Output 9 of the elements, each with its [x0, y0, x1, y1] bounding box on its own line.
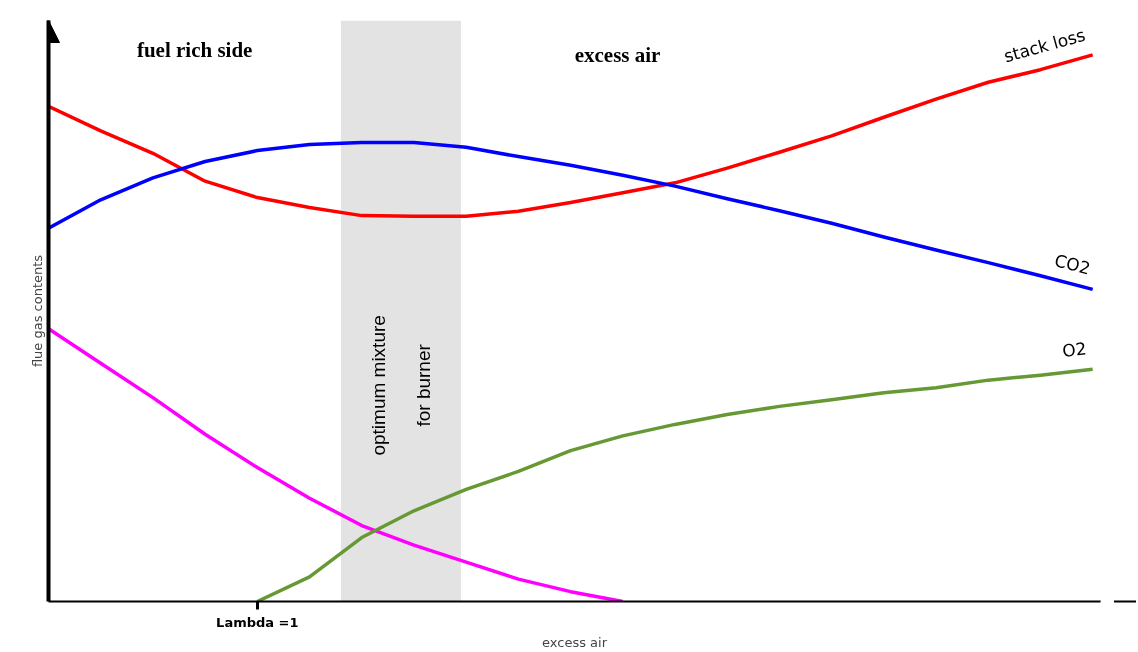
text: Lambda =1 — [216, 614, 299, 630]
text: optimum mixture for burner — [368, 315, 434, 456]
annotation: fuel rich side — [136, 37, 253, 62]
text: CO2 — [1052, 250, 1093, 279]
y-axis-title: flue gas contents — [29, 254, 45, 368]
text: stack loss — [1001, 24, 1088, 67]
annotation: excess air — [574, 43, 661, 68]
text: O2 — [1061, 338, 1088, 361]
x-axis-title: excess air — [542, 634, 608, 650]
